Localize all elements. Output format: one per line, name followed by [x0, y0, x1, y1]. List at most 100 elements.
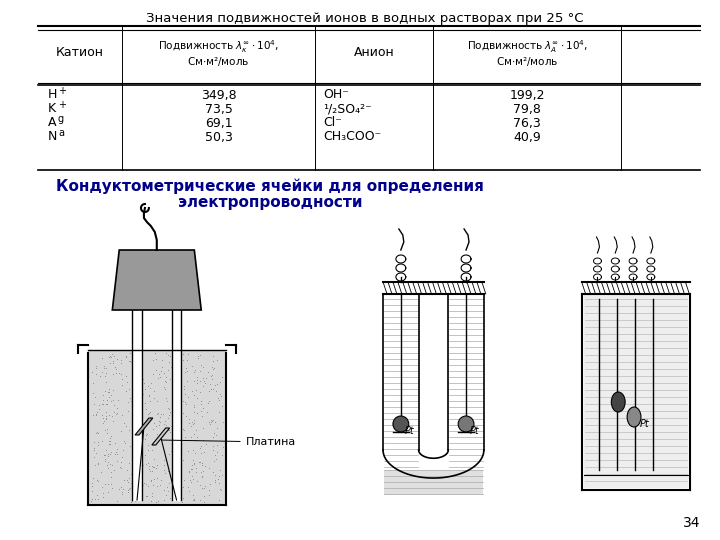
Point: [155, 409, 166, 418]
Point: [159, 469, 171, 477]
Text: CH₃COO⁻: CH₃COO⁻: [323, 131, 381, 144]
Point: [115, 464, 127, 472]
Point: [134, 366, 145, 374]
Point: [156, 367, 167, 375]
Point: [114, 462, 126, 471]
Point: [206, 375, 217, 383]
Point: [176, 497, 187, 506]
Point: [158, 456, 170, 464]
Point: [204, 420, 216, 428]
Point: [160, 385, 171, 394]
Point: [100, 377, 112, 386]
Point: [171, 413, 182, 422]
Point: [98, 363, 109, 372]
Point: [99, 387, 110, 395]
Point: [173, 447, 184, 456]
Point: [91, 476, 102, 484]
Point: [171, 438, 182, 447]
Point: [135, 360, 147, 368]
Point: [174, 383, 185, 391]
Point: [169, 442, 181, 450]
Point: [133, 431, 145, 440]
Point: [107, 412, 118, 421]
Point: [175, 456, 186, 464]
Point: [135, 372, 146, 380]
Point: [103, 353, 114, 362]
Point: [207, 417, 218, 426]
Point: [125, 484, 136, 493]
Point: [212, 475, 223, 483]
Point: [86, 494, 98, 503]
Point: [120, 372, 132, 381]
Text: Pt: Pt: [470, 426, 480, 436]
Point: [151, 429, 163, 438]
Point: [116, 359, 127, 367]
Point: [184, 418, 195, 427]
Point: [110, 369, 122, 378]
Point: [181, 376, 193, 385]
Point: [161, 349, 172, 357]
Point: [210, 431, 222, 440]
Point: [210, 451, 221, 460]
Point: [105, 480, 117, 488]
Point: [161, 491, 172, 500]
Point: [152, 496, 163, 505]
Point: [158, 466, 170, 475]
Point: [122, 486, 134, 495]
Point: [182, 350, 194, 359]
Point: [88, 379, 99, 388]
Point: [124, 394, 135, 403]
Point: [104, 393, 115, 401]
Point: [197, 381, 209, 390]
Point: [163, 426, 175, 434]
Point: [153, 374, 164, 382]
Point: [148, 418, 160, 427]
Point: [140, 450, 151, 459]
Point: [215, 392, 226, 400]
Point: [163, 414, 174, 422]
Point: [116, 483, 127, 491]
Point: [102, 458, 113, 467]
Point: [104, 352, 116, 361]
Point: [138, 389, 149, 398]
Point: [153, 416, 165, 425]
Point: [186, 471, 197, 480]
Point: [169, 365, 181, 374]
Point: [140, 492, 151, 501]
Point: [138, 375, 149, 383]
Point: [128, 491, 140, 500]
Point: [137, 481, 148, 490]
Point: [128, 441, 140, 449]
Point: [147, 467, 158, 476]
Point: [91, 428, 103, 436]
Point: [130, 408, 141, 416]
Point: [92, 460, 104, 468]
Point: [175, 450, 186, 458]
Point: [133, 471, 145, 480]
Point: [188, 401, 199, 409]
Point: [145, 497, 157, 505]
Point: [203, 464, 215, 472]
Point: [175, 468, 186, 477]
Point: [197, 373, 209, 382]
Text: электропроводности: электропроводности: [178, 194, 363, 210]
Point: [191, 426, 202, 435]
Point: [209, 418, 220, 427]
Point: [158, 369, 170, 377]
Point: [186, 417, 198, 426]
Point: [167, 458, 179, 467]
Point: [99, 361, 110, 370]
Point: [187, 495, 199, 504]
Point: [134, 350, 145, 359]
Point: [86, 487, 98, 495]
Point: [164, 375, 176, 383]
Point: [194, 367, 206, 376]
Point: [88, 443, 99, 452]
Point: [91, 410, 102, 418]
Point: [161, 396, 173, 405]
Point: [173, 393, 184, 401]
Point: [174, 477, 185, 485]
Point: [188, 391, 199, 400]
Point: [151, 481, 163, 490]
Point: [163, 426, 174, 434]
